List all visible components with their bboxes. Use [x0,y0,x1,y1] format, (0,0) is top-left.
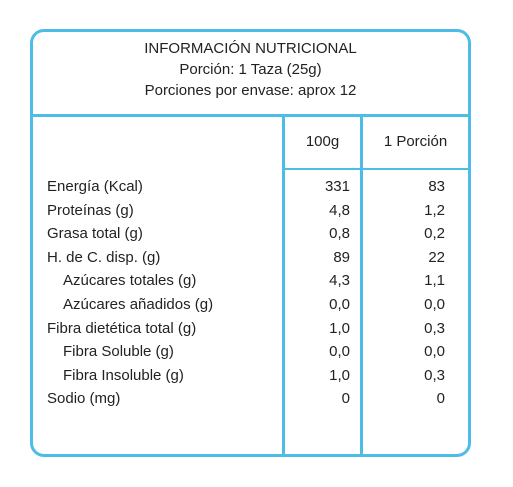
nutrient-value-portion: 83 [428,178,445,195]
nutrient-value-portion: 1,1 [424,272,445,290]
column-header-100g: 100g [305,133,340,150]
nutrient-row: Azúcares añadidos (g) 0,0 0,0 [33,293,468,317]
nutrient-rows: Energía (Kcal) 331 83 Proteínas (g) 4,8 1,2 Gr… [33,175,468,411]
nutrient-label: Sodio (mg) [47,390,121,408]
nutrition-facts-panel: INFORMACIÓN NUTRICIONAL Porción: 1 Taza … [30,29,471,457]
nutrient-value-portion: 0,3 [424,319,445,337]
nutrient-row: Energía (Kcal) 331 83 [33,175,468,199]
nutrient-value-100g: 89 [333,248,350,266]
nutrient-value-100g: 4,3 [329,272,350,290]
nutrient-label: Fibra dietética total (g) [47,319,197,337]
nutrient-row: H. de C. disp. (g) 89 22 [33,246,468,270]
nutrient-value-portion: 0 [436,390,445,408]
nutrient-row: Fibra Insoluble (g) 1,0 0,3 [33,364,468,388]
nutrient-value-100g: 0,0 [329,295,350,313]
nutrient-value-100g: 0,0 [329,343,350,361]
nutrient-value-100g: 0,8 [329,225,350,243]
nutrient-row: Fibra Soluble (g) 0,0 0,0 [33,340,468,364]
nutrient-label: Proteínas (g) [47,201,134,219]
nutrient-value-portion: 0,0 [424,343,445,361]
nutrient-label: Azúcares añadidos (g) [63,295,214,313]
servings-text: Porciones por envase: aprox 12 [144,82,357,99]
column-divider-left [282,116,285,454]
nutrient-value-100g: 1,0 [329,319,350,337]
nutrient-value-portion: 1,2 [424,201,445,219]
nutrient-label: Azúcares totales (g) [63,272,197,290]
nutrient-label: H. de C. disp. (g) [47,248,161,266]
nutrient-value-100g: 0 [341,390,350,408]
nutrition-header: INFORMACIÓN NUTRICIONAL Porción: 1 Taza … [33,32,468,116]
nutrient-label: Fibra Insoluble (g) [63,366,184,384]
nutrient-value-100g: 331 [324,178,350,195]
nutrient-value-100g: 4,8 [329,201,350,219]
nutrient-value-portion: 0,3 [424,366,445,384]
header-divider [33,114,468,117]
nutrient-value-100g: 1,0 [329,366,350,384]
nutrient-label: Fibra Soluble (g) [63,343,174,361]
nutrition-title: INFORMACIÓN NUTRICIONAL [144,40,357,57]
nutrient-row: Azúcares totales (g) 4,3 1,1 [33,269,468,293]
column-divider-right [360,116,363,454]
nutrient-row: Grasa total (g) 0,8 0,2 [33,222,468,246]
nutrient-row: Fibra dietética total (g) 1,0 0,3 [33,317,468,341]
portion-text: Porción: 1 Taza (25g) [179,61,322,78]
nutrient-row: Proteínas (g) 4,8 1,2 [33,199,468,223]
nutrient-label: Energía (Kcal) [47,178,143,195]
column-header-portion: 1 Porción [383,133,448,150]
nutrient-value-portion: 0,2 [424,225,445,243]
nutrient-row: Sodio (mg) 0 0 [33,387,468,411]
nutrient-value-portion: 0,0 [424,295,445,313]
nutrient-value-portion: 22 [428,248,445,266]
nutrient-label: Grasa total (g) [47,225,143,243]
column-header-divider [285,168,468,170]
